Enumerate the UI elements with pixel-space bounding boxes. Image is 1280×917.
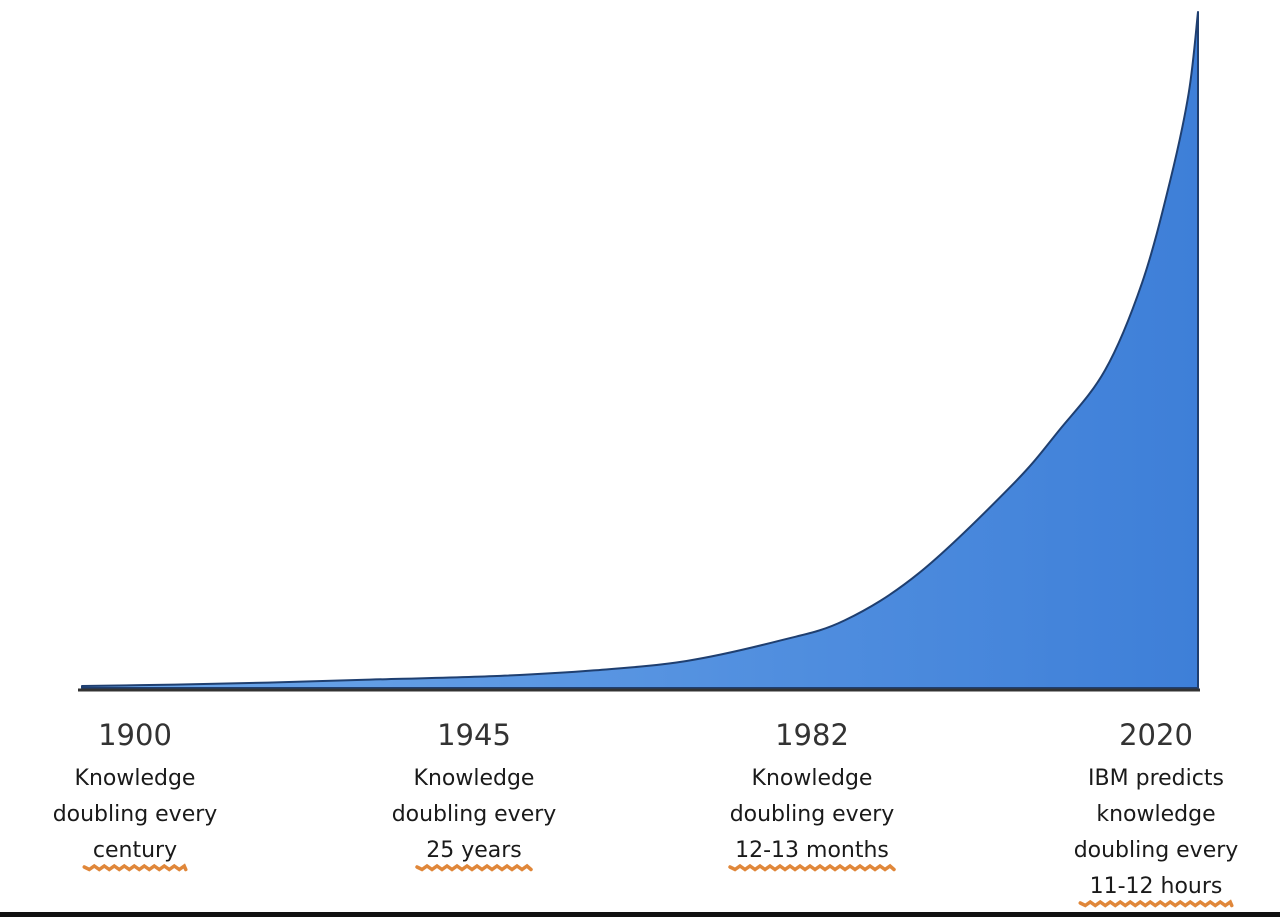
- milestone-labels: 1900 Knowledge doubling every century 1945 Kn…: [53, 718, 1239, 908]
- milestone-note-line: Knowledge: [75, 766, 196, 791]
- milestone-note-line: doubling every: [730, 802, 895, 827]
- milestone-note-line: doubling every: [1074, 838, 1239, 863]
- milestone-note-line: century: [93, 838, 177, 863]
- milestone-2020: 2020 IBM predicts knowledge doubling every 1…: [1074, 718, 1239, 908]
- milestone-1900: 1900 Knowledge doubling every century: [53, 718, 218, 872]
- tick-label-1945: 1945: [437, 718, 511, 752]
- spellcheck-underline: [728, 863, 896, 872]
- knowledge-growth-area: [81, 11, 1199, 689]
- milestone-note-line: 25 years: [426, 838, 522, 863]
- milestone-note-line: 12-13 months: [735, 838, 889, 863]
- milestone-1945: 1945 Knowledge doubling every 25 years: [392, 718, 557, 872]
- milestone-note-line: doubling every: [392, 802, 557, 827]
- tick-label-1900: 1900: [98, 718, 172, 752]
- milestone-note-line: IBM predicts: [1088, 766, 1224, 791]
- milestone-note-line: doubling every: [53, 802, 218, 827]
- milestone-1982: 1982 Knowledge doubling every 12-13 months: [728, 718, 896, 872]
- spellcheck-underline: [82, 863, 188, 872]
- milestone-note-line: Knowledge: [752, 766, 873, 791]
- tick-label-1982: 1982: [775, 718, 849, 752]
- milestone-note-line: knowledge: [1096, 802, 1215, 827]
- spellcheck-underline: [1078, 899, 1234, 908]
- spellcheck-underline: [415, 863, 533, 872]
- tick-label-2020: 2020: [1119, 718, 1193, 752]
- bottom-border: [0, 912, 1280, 917]
- milestone-note-line: Knowledge: [414, 766, 535, 791]
- milestone-note-line: 11-12 hours: [1090, 874, 1223, 899]
